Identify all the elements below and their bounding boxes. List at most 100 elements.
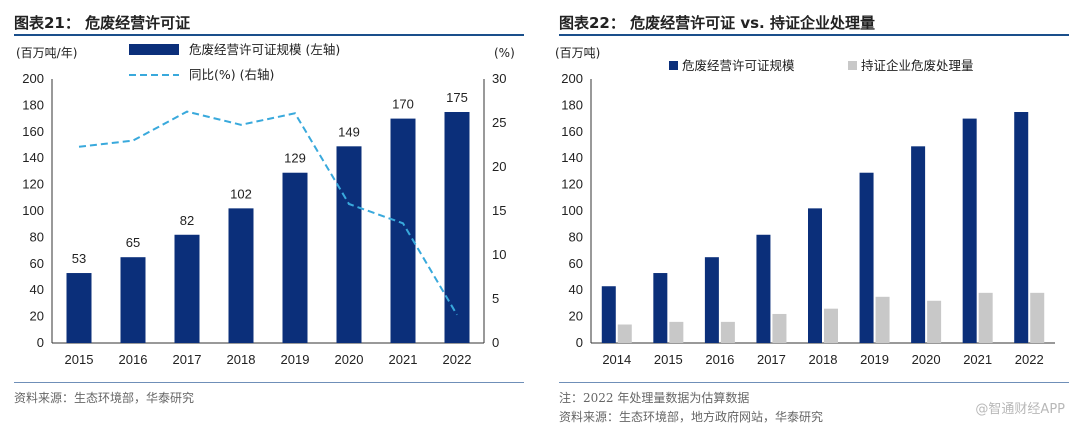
y-tick-label: 180 (561, 97, 583, 112)
y-tick-label: 140 (22, 150, 44, 165)
bar-treatment-volume (617, 324, 632, 343)
y-tick-label: 0 (37, 335, 44, 350)
legend-label: 持证企业危废处理量 (861, 58, 974, 73)
y2-tick-label: 0 (492, 335, 499, 350)
y2-tick-label: 30 (492, 71, 506, 86)
data-label: 129 (284, 151, 306, 166)
bar (66, 273, 92, 343)
y2-tick-label: 25 (492, 115, 506, 130)
source-note: 资料来源：生态环境部，地方政府网站，华泰研究 (559, 410, 824, 424)
data-label: 170 (392, 97, 414, 112)
y-tick-label: 20 (569, 309, 583, 324)
bar (228, 208, 254, 343)
data-label: 175 (446, 90, 468, 105)
bar-treatment-volume (875, 296, 890, 343)
x-tick-label: 2015 (654, 352, 683, 367)
chart-title: 图表21： 危废经营许可证 (14, 14, 191, 32)
footer-divider (14, 382, 524, 383)
y-tick-label: 20 (30, 309, 44, 324)
bar-license-scale (756, 234, 771, 343)
bar (120, 257, 146, 343)
legend-swatch-bars (129, 44, 179, 55)
x-tick-label: 2016 (119, 352, 148, 367)
y-tick-label: 80 (30, 229, 44, 244)
chart-title: 图表22： 危废经营许可证 vs. 持证企业处理量 (559, 14, 875, 32)
x-tick-label: 2022 (443, 352, 472, 367)
chart-panel-right: 图表22： 危废经营许可证 vs. 持证企业处理量 0 20 40 60 80 100 12… (545, 0, 1075, 431)
bar-treatment-volume (978, 292, 993, 343)
y-tick-label: 140 (561, 150, 583, 165)
y-tick-label: 60 (569, 256, 583, 271)
bar-license-scale (808, 208, 822, 343)
bar (282, 172, 308, 343)
footnote: 注：2022 年处理量数据为估算数据 (559, 391, 750, 405)
bar-treatment-volume (669, 321, 684, 343)
bar-treatment-volume (772, 313, 787, 343)
left-axis-unit: (百万吨/年) (16, 46, 77, 60)
x-tick-label: 2021 (389, 352, 418, 367)
x-tick-label: 2018 (227, 352, 256, 367)
bar-license-scale (962, 118, 977, 343)
bar (444, 112, 470, 343)
y-tick-label: 80 (569, 229, 583, 244)
x-tick-label: 2020 (335, 352, 364, 367)
title-divider (559, 34, 1069, 36)
footer-divider (559, 382, 1069, 383)
data-label: 149 (338, 124, 360, 139)
bar-line-chart: 0 20 40 60 80 100 120 140 160 180 200 0 5 10 15 20 25 30 (… (16, 42, 515, 367)
title-divider (14, 34, 524, 36)
x-tick-label: 2019 (281, 352, 310, 367)
y2-tick-label: 15 (492, 203, 506, 218)
y2-tick-label: 20 (492, 159, 506, 174)
bar-treatment-volume (824, 308, 838, 343)
grouped-bar-chart: 0 20 40 60 80 100 120 140 160 180 200 (百万吨) 2014 2015… (555, 46, 1055, 367)
right-axis-unit: (%) (494, 46, 515, 60)
y-tick-label: 200 (22, 71, 44, 86)
watermark-text: @智通财经APP (975, 402, 1065, 417)
data-label: 82 (180, 213, 194, 228)
x-tick-label: 2019 (860, 352, 889, 367)
bar (390, 118, 416, 343)
legend-label: 危废经营许可证规模 (左轴) (189, 42, 340, 57)
x-tick-label: 2022 (1015, 352, 1044, 367)
chart-panel-left: 图表21： 危废经营许可证 0 20 40 60 80 100 120 140 160 180 20… (0, 0, 530, 431)
legend-swatch-treatment (848, 61, 857, 70)
y-tick-label: 100 (22, 203, 44, 218)
y-tick-label: 200 (561, 71, 583, 86)
y-tick-label: 40 (569, 282, 583, 297)
bar-license-scale (704, 257, 719, 343)
bar-license-scale (859, 172, 874, 343)
left-axis-unit: (百万吨) (555, 46, 600, 60)
y-tick-label: 40 (30, 282, 44, 297)
y-tick-label: 120 (22, 177, 44, 192)
x-tick-label: 2014 (602, 352, 631, 367)
y-tick-label: 160 (22, 124, 44, 139)
y2-tick-label: 5 (492, 291, 499, 306)
x-tick-label: 2018 (809, 352, 838, 367)
legend-label: 同比(%) (右轴) (189, 67, 274, 82)
bar-treatment-volume (927, 300, 942, 343)
legend-label: 危废经营许可证规模 (682, 58, 795, 73)
data-label: 102 (230, 186, 252, 201)
source-note: 资料来源：生态环境部，华泰研究 (14, 391, 195, 405)
y-tick-label: 160 (561, 124, 583, 139)
y-tick-label: 60 (30, 256, 44, 271)
bar-license-scale (601, 286, 616, 343)
x-tick-label: 2016 (705, 352, 734, 367)
series-line-yoy (78, 110, 458, 316)
x-tick-label: 2020 (912, 352, 941, 367)
x-tick-label: 2021 (963, 352, 992, 367)
y-tick-label: 0 (576, 335, 583, 350)
bar-treatment-volume (720, 321, 735, 343)
bar (174, 234, 200, 343)
y-tick-label: 180 (22, 97, 44, 112)
y-tick-label: 120 (561, 177, 583, 192)
x-tick-label: 2017 (757, 352, 786, 367)
bar-license-scale (911, 146, 926, 343)
data-label: 65 (126, 235, 140, 250)
legend-swatch-license (669, 61, 678, 70)
x-tick-label: 2017 (173, 352, 202, 367)
bar-license-scale (1014, 112, 1029, 343)
bar (336, 146, 362, 343)
x-tick-label: 2015 (65, 352, 94, 367)
